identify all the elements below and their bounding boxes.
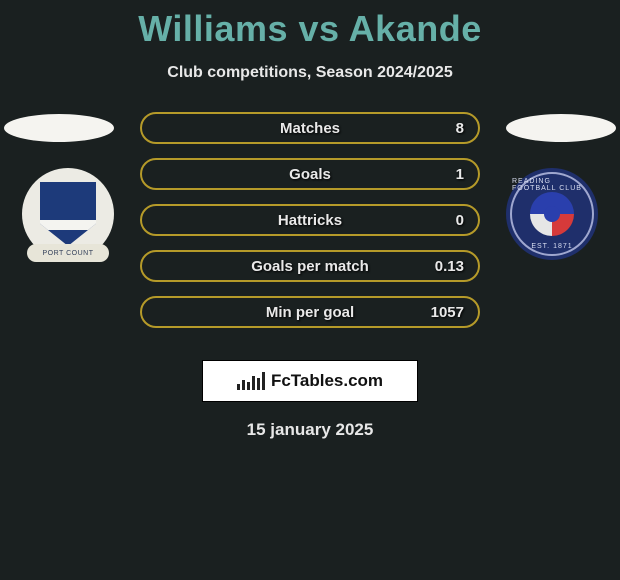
stat-bar-goals: Goals 1 xyxy=(140,158,480,190)
player-ellipse-left xyxy=(4,114,114,142)
stat-label: Min per goal xyxy=(266,304,354,321)
stat-label: Goals xyxy=(289,166,331,183)
stat-label: Matches xyxy=(280,120,340,137)
stat-bars: Matches 8 Goals 1 Hattricks 0 Goals per … xyxy=(140,112,480,342)
crest-ring: READING FOOTBALL CLUB EST. 1871 xyxy=(510,172,594,256)
stat-value: 1057 xyxy=(431,304,464,321)
brand-text: FcTables.com xyxy=(271,371,383,391)
stat-value: 0.13 xyxy=(435,258,464,275)
page-title: Williams vs Akande xyxy=(0,0,620,50)
ball-icon xyxy=(530,192,574,236)
stat-bar-min-per-goal: Min per goal 1057 xyxy=(140,296,480,328)
player-ellipse-right xyxy=(506,114,616,142)
bar-chart-icon xyxy=(237,372,265,390)
stat-bar-hattricks: Hattricks 0 xyxy=(140,204,480,236)
stat-value: 1 xyxy=(456,166,464,183)
shield-icon xyxy=(40,182,96,246)
crest-ring-text-bottom: EST. 1871 xyxy=(531,243,572,250)
brand-badge[interactable]: FcTables.com xyxy=(202,360,418,402)
stat-bar-matches: Matches 8 xyxy=(140,112,480,144)
club-crest-left: PORT COUNT xyxy=(22,168,114,260)
comparison-row: PORT COUNT READING FOOTBALL CLUB EST. 18… xyxy=(0,112,620,342)
stat-bar-goals-per-match: Goals per match 0.13 xyxy=(140,250,480,282)
club-crest-right: READING FOOTBALL CLUB EST. 1871 xyxy=(506,168,598,260)
crest-scroll-text: PORT COUNT xyxy=(27,244,109,262)
subtitle: Club competitions, Season 2024/2025 xyxy=(0,64,620,82)
date-label: 15 january 2025 xyxy=(0,420,620,440)
stat-label: Hattricks xyxy=(278,212,342,229)
stat-value: 8 xyxy=(456,120,464,137)
crest-ring-text-top: READING FOOTBALL CLUB xyxy=(512,178,592,192)
stat-value: 0 xyxy=(456,212,464,229)
stat-label: Goals per match xyxy=(251,258,369,275)
